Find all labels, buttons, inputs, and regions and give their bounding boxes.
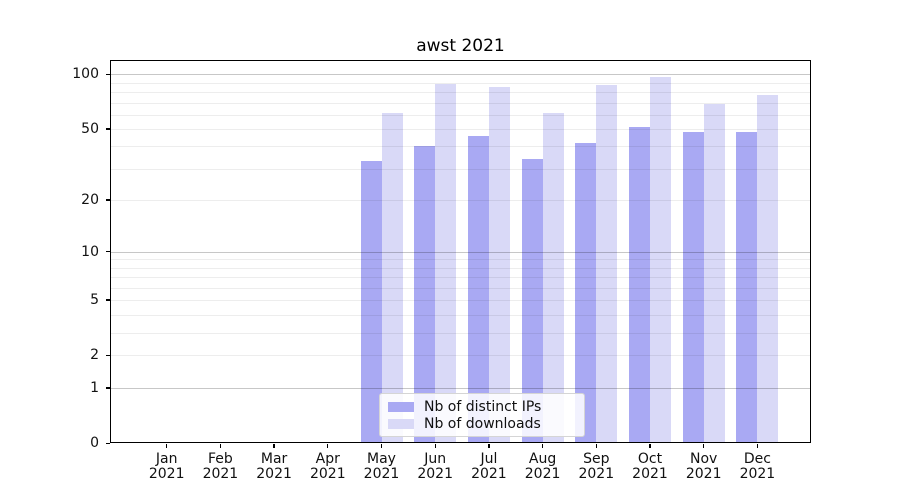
x-tick-mark <box>595 444 597 449</box>
legend-swatch-distinct-ips-icon <box>388 401 414 412</box>
x-tick-mark <box>649 444 651 449</box>
bar-distinct-ips-sep <box>575 142 597 444</box>
bar-downloads-nov <box>703 103 725 444</box>
x-tick-label: Apr 2021 <box>309 451 346 483</box>
axes-spines <box>110 60 811 444</box>
y-tick-label: 5 <box>90 292 99 309</box>
x-tick-mark <box>327 444 329 449</box>
x-tick-label: Jul 2021 <box>471 451 507 483</box>
x-tick-mark <box>488 444 490 449</box>
legend-swatch-downloads-icon <box>388 418 414 429</box>
minor-gridline <box>111 92 810 94</box>
minor-gridline <box>111 355 810 357</box>
x-tick-label: Aug 2021 <box>524 451 561 483</box>
y-tick-mark <box>106 250 110 253</box>
minor-gridline <box>111 287 810 289</box>
bar-distinct-ips-dec <box>736 132 758 444</box>
minor-gridline <box>111 199 810 201</box>
y-tick-label: 0 <box>90 435 99 452</box>
y-tick-mark <box>106 299 110 301</box>
legend-item-distinct-ips: Nb of distinct IPs <box>388 399 576 415</box>
minor-gridline <box>111 102 810 104</box>
x-tick-mark <box>703 444 705 449</box>
bar-distinct-ips-may <box>360 161 382 444</box>
x-tick-mark <box>166 444 168 449</box>
bar-distinct-ips-jul <box>467 135 489 444</box>
x-tick-label: Nov 2021 <box>685 451 722 483</box>
y-tick-mark <box>106 128 110 130</box>
y-tick-label: 100 <box>72 66 99 83</box>
bar-downloads-jul <box>488 87 510 444</box>
bar-distinct-ips-nov <box>682 132 704 444</box>
x-tick-label: Dec 2021 <box>739 451 776 483</box>
bar-downloads-oct <box>650 76 671 444</box>
minor-gridline <box>111 259 810 261</box>
y-tick-label: 50 <box>81 121 99 138</box>
y-tick-label: 10 <box>81 243 99 260</box>
x-tick-label: Jan 2021 <box>148 451 185 483</box>
x-tick-label: Mar 2021 <box>256 451 292 483</box>
y-tick-mark <box>106 199 110 201</box>
bar-downloads-aug <box>542 113 564 444</box>
minor-gridline <box>111 168 810 170</box>
x-tick-mark <box>434 444 436 449</box>
x-tick-mark <box>219 444 222 449</box>
legend-item-downloads: Nb of downloads <box>388 416 576 432</box>
bar-distinct-ips-jun <box>414 146 436 444</box>
bar-downloads-sep <box>596 85 618 444</box>
x-tick-label: Oct 2021 <box>632 451 668 483</box>
x-tick-label: Feb 2021 <box>202 451 239 483</box>
bar-distinct-ips-aug <box>521 159 543 444</box>
bar-downloads-may <box>381 113 403 444</box>
chart-title: awst 2021 <box>416 36 505 56</box>
major-gridline <box>111 251 810 253</box>
minor-gridline <box>111 114 810 116</box>
y-tick-mark <box>106 442 110 444</box>
minor-gridline <box>111 277 810 279</box>
x-tick-mark <box>541 444 544 449</box>
minor-gridline <box>111 314 810 316</box>
x-tick-mark <box>273 444 275 449</box>
bar-distinct-ips-oct <box>629 127 650 444</box>
x-tick-mark <box>756 444 759 449</box>
legend-label-downloads: Nb of downloads <box>424 415 541 432</box>
x-tick-label: Sep 2021 <box>578 451 615 483</box>
minor-gridline <box>111 129 810 131</box>
x-tick-mark <box>380 444 383 449</box>
legend: Nb of distinct IPs Nb of downloads <box>379 393 585 437</box>
y-tick-label: 1 <box>90 379 99 396</box>
y-tick-mark <box>106 73 110 76</box>
bar-downloads-jun <box>435 83 457 444</box>
y-tick-label: 20 <box>81 191 99 208</box>
legend-label-distinct-ips: Nb of distinct IPs <box>424 398 542 415</box>
x-tick-label: May 2021 <box>363 451 400 483</box>
y-tick-mark <box>106 354 110 357</box>
major-gridline <box>111 74 810 76</box>
y-tick-label: 2 <box>90 347 99 364</box>
minor-gridline <box>111 82 810 84</box>
y-tick-mark <box>106 387 110 389</box>
minor-gridline <box>111 300 810 302</box>
minor-gridline <box>111 332 810 334</box>
major-gridline <box>111 387 810 389</box>
minor-gridline <box>111 267 810 269</box>
minor-gridline <box>111 146 810 148</box>
bar-downloads-dec <box>757 95 779 444</box>
x-tick-label: Jun 2021 <box>417 451 453 483</box>
